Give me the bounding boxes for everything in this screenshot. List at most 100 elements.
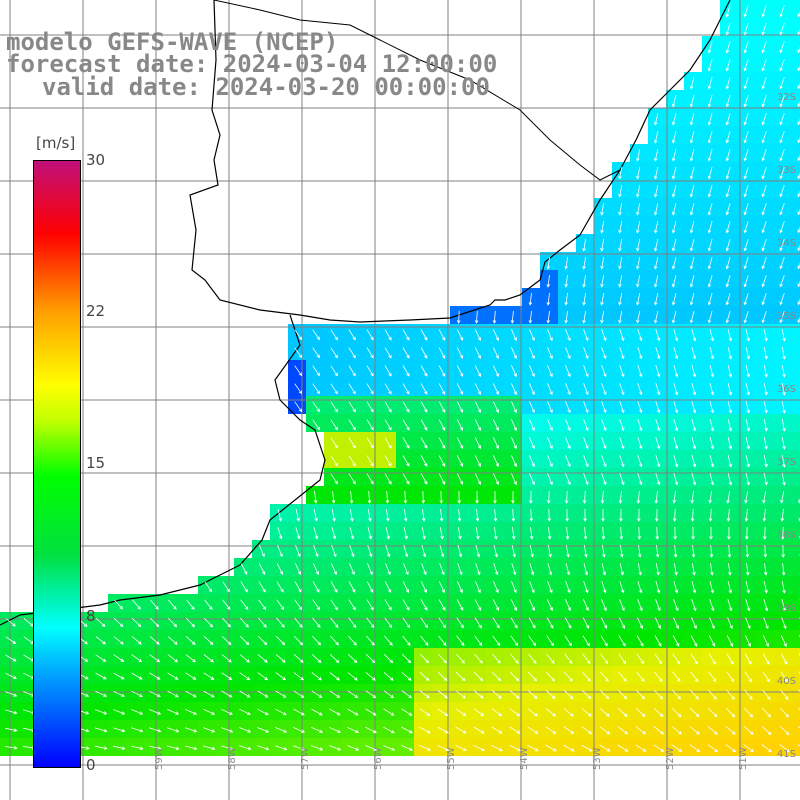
wind-cell xyxy=(792,144,800,162)
wind-arrow xyxy=(763,599,769,612)
wind-arrow xyxy=(312,635,322,646)
wind-arrow xyxy=(600,311,605,324)
wind-arrow xyxy=(582,671,591,682)
wind-arrow xyxy=(492,635,501,647)
wind-arrow xyxy=(402,455,410,467)
wind-arrow xyxy=(707,310,713,324)
wind-arrow xyxy=(203,636,214,645)
wind-arrow xyxy=(547,508,552,522)
wind-arrow xyxy=(131,745,144,750)
wind-arrow xyxy=(619,599,625,612)
wind-arrow xyxy=(743,77,749,90)
wind-arrow xyxy=(725,293,731,306)
wind-arrow xyxy=(401,745,414,751)
wind-arrow xyxy=(565,347,571,360)
wind-arrow xyxy=(367,545,373,558)
wind-arrow xyxy=(311,690,323,698)
wind-arrow xyxy=(365,672,376,681)
wind-arrow xyxy=(529,383,535,396)
wind-arrow xyxy=(671,744,683,752)
wind-arrow xyxy=(185,727,198,733)
wind-arrow xyxy=(743,113,749,126)
wind-arrow xyxy=(420,383,428,395)
wind-cell xyxy=(792,36,800,54)
wind-arrow xyxy=(671,311,677,324)
wind-arrow xyxy=(636,671,645,682)
wind-arrow xyxy=(565,526,570,540)
wind-arrow xyxy=(420,419,428,431)
wind-cell xyxy=(792,90,800,108)
wind-arrow xyxy=(349,563,355,576)
lon-label: 54W xyxy=(519,747,530,770)
wind-arrow xyxy=(492,401,499,413)
wind-arrow xyxy=(221,654,232,663)
wind-arrow xyxy=(673,419,679,432)
wind-arrow xyxy=(437,672,448,681)
wind-arrow xyxy=(689,274,695,288)
wind-arrow xyxy=(618,293,623,306)
wind-arrow xyxy=(761,131,767,144)
wind-arrow xyxy=(386,508,390,522)
wind-arrow xyxy=(131,690,143,698)
wind-arrow xyxy=(565,365,571,378)
lat-label: 34S xyxy=(776,238,796,249)
wind-arrow xyxy=(618,275,623,288)
wind-arrow xyxy=(600,239,605,252)
wind-arrow xyxy=(95,745,108,750)
wind-arrow xyxy=(491,726,503,734)
wind-cell xyxy=(792,612,800,630)
wind-arrow xyxy=(491,671,502,682)
wind-arrow xyxy=(743,149,749,162)
wind-arrow xyxy=(725,726,736,735)
wind-arrow xyxy=(167,636,178,645)
wind-arrow xyxy=(293,727,306,733)
wind-arrow xyxy=(331,509,336,522)
wind-arrow xyxy=(618,221,623,234)
wind-arrow xyxy=(619,473,625,486)
wind-arrow xyxy=(707,220,713,234)
coastline xyxy=(189,0,731,323)
wind-arrow xyxy=(763,562,768,576)
wind-arrow xyxy=(311,727,324,733)
wind-arrow xyxy=(781,365,786,378)
wind-arrow xyxy=(384,347,392,359)
wind-arrow xyxy=(761,95,767,108)
wind-arrow xyxy=(402,599,410,611)
wind-arrow xyxy=(437,744,450,751)
wind-arrow xyxy=(385,527,390,540)
wind-arrow xyxy=(671,221,677,234)
wind-arrow xyxy=(365,726,377,734)
wind-arrow xyxy=(761,311,767,324)
wind-arrow xyxy=(366,329,374,341)
wind-cell xyxy=(792,666,800,684)
wind-arrow xyxy=(619,508,623,522)
wind-arrow xyxy=(637,508,641,522)
wind-arrow xyxy=(347,672,358,681)
wind-arrow xyxy=(95,709,108,715)
wind-arrow xyxy=(637,581,643,594)
wind-arrow xyxy=(761,149,767,162)
wind-arrow xyxy=(601,599,607,612)
wind-arrow xyxy=(619,455,625,468)
wind-arrow xyxy=(419,745,432,751)
wind-arrow xyxy=(402,365,410,377)
wind-cell xyxy=(792,252,800,270)
wind-arrow xyxy=(365,690,377,699)
wind-arrow xyxy=(745,329,750,342)
wind-cell xyxy=(792,648,800,666)
wind-arrow xyxy=(654,203,659,216)
wind-arrow xyxy=(689,112,695,126)
wind-arrow xyxy=(725,311,731,324)
wind-arrow xyxy=(185,690,197,698)
wind-arrow xyxy=(474,365,482,377)
wind-arrow xyxy=(654,311,659,324)
wind-arrow xyxy=(636,635,644,647)
wind-arrow xyxy=(655,419,661,432)
wind-arrow xyxy=(564,292,568,306)
wind-arrow xyxy=(367,527,373,540)
wind-arrow xyxy=(527,744,539,752)
wind-arrow xyxy=(582,653,591,665)
wind-arrow xyxy=(707,76,713,90)
wind-cell xyxy=(792,630,800,648)
